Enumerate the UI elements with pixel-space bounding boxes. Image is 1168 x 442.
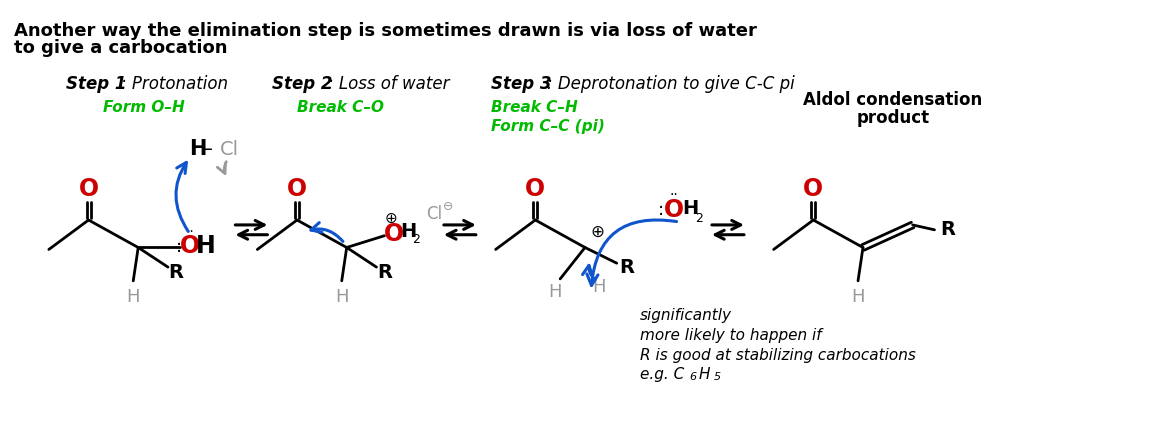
Text: Break C–O: Break C–O — [297, 100, 384, 115]
Text: Step 1: Step 1 — [65, 75, 126, 93]
Text: ⋅⋅: ⋅⋅ — [186, 225, 194, 239]
Text: ⊕: ⊕ — [385, 210, 398, 225]
Text: 5: 5 — [714, 372, 721, 382]
Text: H: H — [126, 288, 140, 305]
Text: e.g. C: e.g. C — [640, 367, 683, 382]
Text: : Loss of water: : Loss of water — [328, 75, 450, 93]
Text: O: O — [78, 177, 98, 201]
Text: Cl: Cl — [220, 140, 238, 159]
Text: : Protonation: : Protonation — [121, 75, 228, 93]
Text: Cl: Cl — [426, 205, 443, 223]
Text: H: H — [698, 367, 710, 382]
Text: more likely to happen if: more likely to happen if — [640, 328, 821, 343]
Text: H: H — [335, 288, 348, 305]
Text: 2: 2 — [412, 233, 420, 246]
Text: H: H — [851, 288, 864, 305]
Text: O: O — [384, 222, 404, 246]
Text: Form C–C (pi): Form C–C (pi) — [491, 119, 605, 134]
Text: R is good at stabilizing carbocations: R is good at stabilizing carbocations — [640, 347, 916, 362]
Text: O: O — [804, 177, 823, 201]
Text: Break C–H: Break C–H — [491, 100, 577, 115]
Text: 6: 6 — [689, 372, 696, 382]
Text: ⊕: ⊕ — [590, 223, 604, 241]
Text: significantly: significantly — [640, 309, 731, 323]
Text: Aldol condensation: Aldol condensation — [804, 91, 982, 108]
Text: H: H — [196, 233, 216, 258]
Text: :: : — [175, 239, 182, 256]
Text: :: : — [659, 201, 665, 219]
Text: H: H — [401, 222, 416, 241]
Text: 2: 2 — [695, 212, 703, 225]
Text: to give a carbocation: to give a carbocation — [14, 39, 228, 57]
Text: O: O — [665, 198, 684, 222]
Text: H: H — [592, 278, 606, 296]
Text: product: product — [856, 109, 930, 127]
Text: ⊖: ⊖ — [443, 200, 453, 213]
Text: H: H — [189, 139, 207, 160]
Text: : Deprotonation to give C-C pi: : Deprotonation to give C-C pi — [548, 75, 795, 93]
Text: R: R — [377, 263, 392, 282]
Text: H: H — [682, 199, 698, 218]
Text: R: R — [168, 263, 183, 282]
Text: Another way the elimination step is sometimes drawn is via loss of water: Another way the elimination step is some… — [14, 22, 757, 40]
Text: R: R — [940, 220, 955, 239]
Text: Step 3: Step 3 — [491, 75, 551, 93]
Text: R: R — [619, 258, 634, 277]
Text: ⋅⋅: ⋅⋅ — [670, 187, 679, 202]
Text: O: O — [287, 177, 307, 201]
Text: H: H — [549, 282, 562, 301]
Text: Step 2: Step 2 — [272, 75, 333, 93]
Text: –: – — [203, 140, 213, 159]
Text: O: O — [180, 233, 200, 258]
Text: Form O–H: Form O–H — [104, 100, 186, 115]
Text: O: O — [526, 177, 545, 201]
